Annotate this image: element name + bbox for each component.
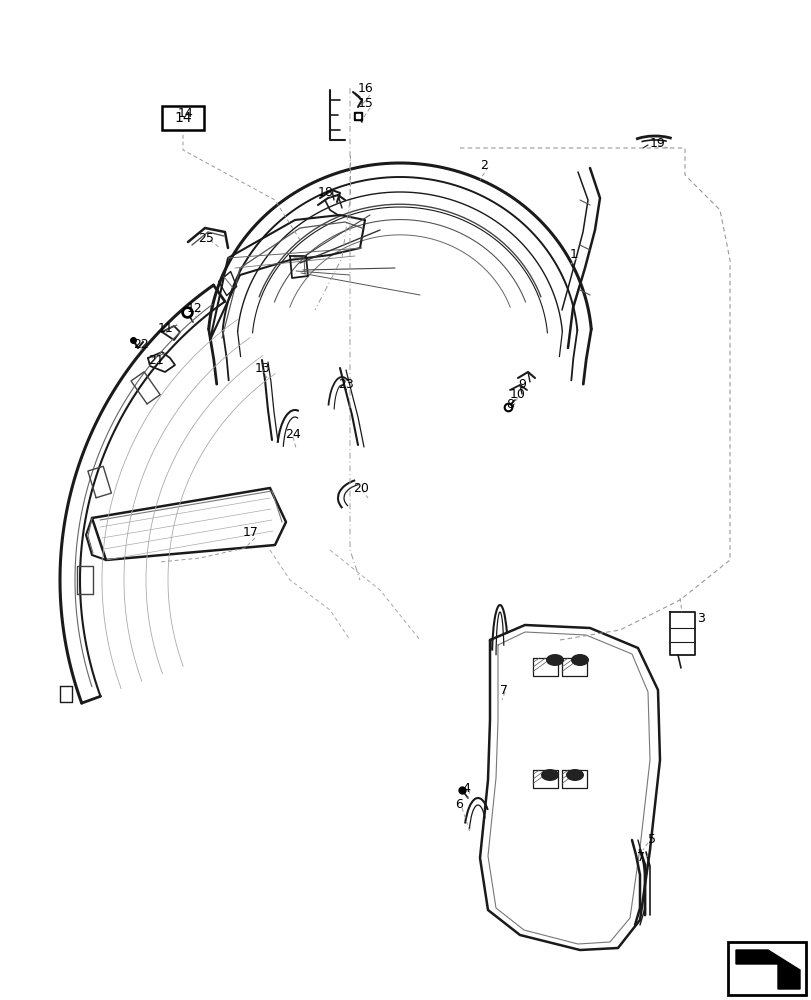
Text: 16: 16 (358, 82, 373, 95)
Text: 14: 14 (178, 107, 194, 120)
Text: 8: 8 (505, 398, 513, 412)
Ellipse shape (540, 769, 558, 781)
Text: 18: 18 (318, 186, 333, 199)
Text: 17: 17 (242, 526, 259, 540)
Text: 10: 10 (509, 388, 526, 401)
Text: 4: 4 (461, 782, 470, 794)
Text: 7: 7 (636, 851, 644, 864)
Ellipse shape (570, 654, 588, 666)
FancyBboxPatch shape (162, 106, 204, 130)
Polygon shape (735, 950, 799, 989)
Text: 12: 12 (187, 302, 203, 314)
Text: 14: 14 (174, 111, 191, 125)
Text: 20: 20 (353, 482, 368, 494)
Text: 1: 1 (569, 248, 577, 261)
Text: 11: 11 (158, 322, 174, 334)
Ellipse shape (565, 769, 583, 781)
Text: 21: 21 (148, 354, 164, 366)
Text: 25: 25 (198, 232, 213, 244)
Text: 7: 7 (500, 684, 508, 696)
Text: 22: 22 (133, 338, 148, 352)
FancyBboxPatch shape (727, 942, 805, 995)
Text: 3: 3 (696, 611, 704, 624)
Text: 23: 23 (337, 378, 354, 391)
Text: 5: 5 (647, 833, 655, 846)
Text: 19: 19 (649, 137, 665, 150)
Text: 6: 6 (454, 798, 462, 811)
Text: 2: 2 (479, 159, 487, 172)
Ellipse shape (545, 654, 564, 666)
Text: 15: 15 (358, 97, 373, 110)
Text: 9: 9 (517, 378, 526, 391)
Text: 13: 13 (255, 361, 270, 374)
Text: 24: 24 (285, 428, 300, 442)
